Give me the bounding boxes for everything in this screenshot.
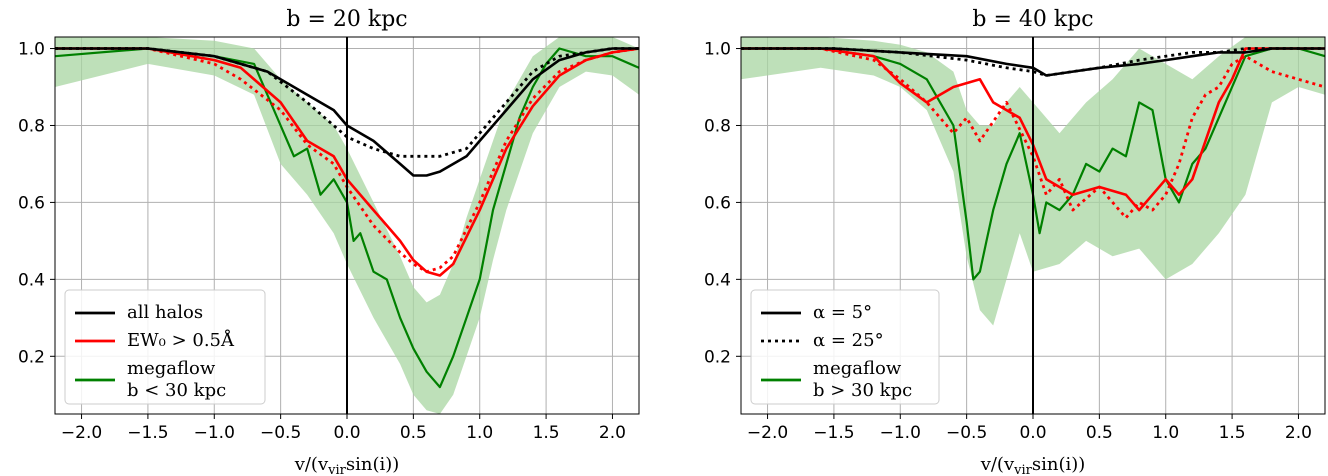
x-axis-label: v/(vvirsin(i)) xyxy=(294,454,400,476)
x-tick-label: 0.0 xyxy=(333,423,360,443)
ticks: −2.0 −1.5 −1.0 −0.5 0.0 0.5 1.0 1.5 2.0 0.2 0.4 0.6… xyxy=(704,40,1312,443)
legend-label: megaflow xyxy=(813,358,902,379)
y-tick-label: 0.8 xyxy=(704,116,731,136)
y-tick-label: 0.8 xyxy=(18,116,45,136)
y-tick-label: 0.6 xyxy=(704,193,731,213)
series-line-black-dotted xyxy=(741,47,1325,77)
series-lines xyxy=(741,47,1325,281)
y-tick-label: 0.6 xyxy=(18,193,45,213)
y-tick-label: 0.4 xyxy=(704,270,731,290)
y-tick-label: 0.4 xyxy=(18,270,45,290)
x-tick-label: 1.0 xyxy=(1152,423,1179,443)
series-line-red-solid xyxy=(741,47,1325,212)
x-tick-label: −0.5 xyxy=(946,423,987,443)
series-lines xyxy=(55,47,639,389)
x-tick-label: −1.5 xyxy=(813,423,854,443)
x-tick-label: 0.0 xyxy=(1019,423,1046,443)
x-tick-label: −2.0 xyxy=(747,423,788,443)
x-axis-label: v/(vvirsin(i)) xyxy=(980,454,1086,476)
ticks: −2.0 −1.5 −1.0 −0.5 0.0 0.5 1.0 1.5 2.0 0.2 0.4 0.6… xyxy=(18,40,626,443)
chart-title: b = 40 kpc xyxy=(972,7,1093,32)
x-tick-label: −2.0 xyxy=(61,423,102,443)
series-line-green-solid xyxy=(55,47,639,389)
chart-title: b = 20 kpc xyxy=(286,7,407,32)
series-line-black-solid xyxy=(55,47,639,177)
y-tick-label: 0.2 xyxy=(704,347,731,367)
legend-label: megaflow xyxy=(127,358,216,379)
x-tick-label: −1.0 xyxy=(194,423,235,443)
legend-label: α = 25° xyxy=(813,330,884,351)
series-line-red-solid xyxy=(55,47,639,277)
legend-label: EW₀ > 0.5Å xyxy=(127,329,235,351)
panel-b20: b = 20 kpc −2.0 −1.5 −1.0 −0.5 0.0 0.5 1.0 1.5 2… xyxy=(18,7,640,476)
x-tick-label: 0.5 xyxy=(400,423,427,443)
y-tick-label: 1.0 xyxy=(18,40,45,60)
x-tick-label: 1.5 xyxy=(1219,423,1246,443)
legend-label: b > 30 kpc xyxy=(813,380,912,401)
x-tick-label: 1.5 xyxy=(533,423,560,443)
x-tick-label: 0.5 xyxy=(1086,423,1113,443)
x-tick-label: 1.0 xyxy=(466,423,493,443)
legend-label: all halos xyxy=(127,302,203,323)
x-tick-label: −0.5 xyxy=(260,423,301,443)
x-tick-label: 2.0 xyxy=(599,423,626,443)
x-tick-label: −1.5 xyxy=(127,423,168,443)
series-line-green-solid xyxy=(741,47,1325,281)
legend-box xyxy=(64,289,266,405)
y-tick-label: 0.2 xyxy=(18,347,45,367)
x-tick-label: −1.0 xyxy=(880,423,921,443)
legend-label: α = 5° xyxy=(813,302,872,323)
series-line-black-solid xyxy=(741,47,1325,77)
y-tick-label: 1.0 xyxy=(704,40,731,60)
panel-b40: b = 40 kpc −2.0 −1.5 −1.0 −0.5 0.0 0.5 1.0 1.5 2… xyxy=(704,7,1326,476)
series-line-black-dotted xyxy=(55,47,639,158)
legend-label: b < 30 kpc xyxy=(127,380,226,401)
x-tick-label: 2.0 xyxy=(1285,423,1312,443)
legend-box xyxy=(750,289,940,405)
